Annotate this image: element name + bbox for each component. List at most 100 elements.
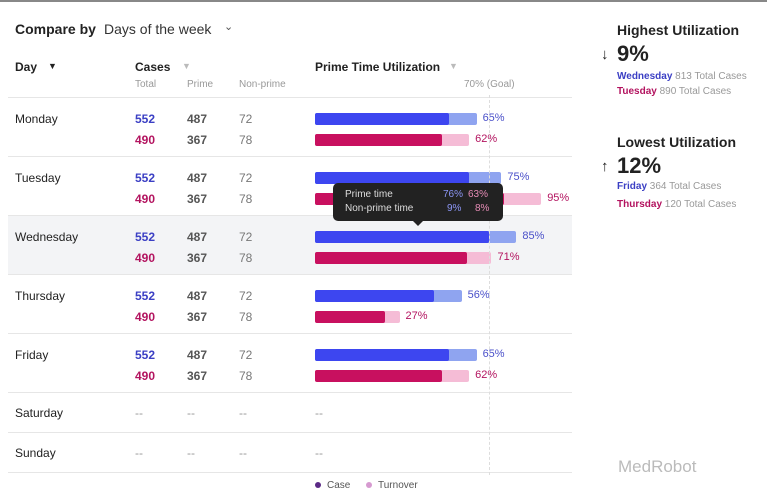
turn-prime-bar: [315, 311, 385, 323]
table-row[interactable]: Wednesday 552 487 72 85% 490 367 78 71%: [8, 215, 572, 274]
case-prime: 487: [187, 112, 208, 126]
sort-icon[interactable]: ▼: [182, 61, 191, 71]
legend-turnover: Turnover: [366, 480, 418, 491]
turn-nonprime: 78: [239, 192, 253, 206]
lowest-text2: 120 Total Cases: [664, 199, 737, 210]
nonprime-subheader: Non-prime: [239, 79, 286, 90]
day-label: Wednesday: [15, 230, 79, 244]
empty-value: --: [187, 406, 195, 420]
table-row[interactable]: Friday 552 487 72 65% 490 367 78 62%: [8, 333, 572, 392]
total-subheader: Total: [135, 79, 157, 90]
tooltip-prime-label: Prime time: [345, 189, 393, 200]
table-row[interactable]: Saturday -- -- -- --: [8, 392, 572, 432]
turn-prime: 367: [187, 251, 208, 265]
case-prime-bar: [315, 113, 450, 125]
highest-title: Highest Utilization: [617, 22, 740, 38]
table-bottom-border: [8, 472, 572, 473]
turn-nonprime: 78: [239, 310, 253, 324]
day-label: Friday: [15, 348, 49, 362]
turn-prime-bar: [315, 252, 467, 264]
turn-total: 490: [135, 133, 156, 147]
day-label: Tuesday: [15, 171, 61, 185]
sort-icon[interactable]: ▼: [449, 61, 458, 71]
case-prime: 487: [187, 289, 208, 303]
turn-nonprime: 78: [239, 133, 253, 147]
case-total: 552: [135, 289, 156, 303]
table-row[interactable]: Sunday -- -- -- --: [8, 432, 572, 472]
day-label: Thursday: [15, 289, 66, 303]
empty-value: --: [135, 446, 143, 460]
chevron-down-icon[interactable]: ⌄: [224, 21, 234, 33]
legend-case: Case: [315, 480, 350, 491]
case-total: 552: [135, 348, 156, 362]
tooltip-nonprime-turnover: 8%: [475, 203, 490, 214]
lowest-value: 12%: [617, 153, 662, 178]
tooltip-nonprime-label: Non-prime time: [345, 203, 414, 214]
top-border: [0, 0, 767, 2]
case-prime-bar: [315, 349, 450, 361]
case-prime-bar: [315, 290, 435, 302]
turn-total: 490: [135, 369, 156, 383]
case-pct-label: 65%: [482, 112, 505, 124]
case-pct-label: 56%: [467, 289, 490, 301]
turn-pct-label: 62%: [475, 369, 498, 381]
case-prime: 487: [187, 348, 208, 362]
turn-nonprime: 78: [239, 251, 253, 265]
turn-pct-label: 71%: [497, 251, 520, 263]
case-nonprime: 72: [239, 230, 253, 244]
case-prime-bar: [315, 172, 470, 184]
case-nonprime: 72: [239, 171, 253, 185]
turn-pct-label: 95%: [547, 192, 570, 204]
turn-nonprime: 78: [239, 369, 253, 383]
turn-prime: 367: [187, 192, 208, 206]
case-total: 552: [135, 230, 156, 244]
goal-label: 70% (Goal): [464, 79, 515, 90]
case-nonprime: 72: [239, 289, 253, 303]
turn-pct-label: 62%: [475, 133, 498, 145]
tooltip-prime-case: 76%: [443, 189, 464, 200]
empty-value: --: [315, 406, 323, 420]
highest-value: 9%: [617, 41, 649, 66]
turn-prime-bar: [315, 370, 442, 382]
arrow-up-icon: ↑: [601, 158, 609, 175]
empty-value: --: [315, 446, 323, 460]
case-nonprime: 72: [239, 112, 253, 126]
highest-day1: Wednesday: [617, 71, 673, 82]
turn-total: 490: [135, 251, 156, 265]
day-label: Sunday: [15, 446, 56, 460]
table-row[interactable]: Monday 552 487 72 65% 490 367 78 62%: [8, 97, 572, 156]
turn-prime: 367: [187, 133, 208, 147]
case-pct-label: 65%: [482, 348, 505, 360]
empty-value: --: [135, 406, 143, 420]
turn-prime: 367: [187, 369, 208, 383]
turn-total: 490: [135, 310, 156, 324]
turn-prime-bar: [315, 134, 442, 146]
sort-desc-icon[interactable]: ▼: [48, 61, 57, 71]
case-prime-bar: [315, 231, 489, 243]
utilization-header[interactable]: Prime Time Utilization: [315, 60, 441, 74]
watermark: MedRobot: [618, 457, 697, 476]
compare-by-select[interactable]: Days of the week: [104, 21, 212, 37]
tooltip-prime-turnover: 63%: [468, 189, 489, 200]
case-prime: 487: [187, 230, 208, 244]
day-header[interactable]: Day: [15, 60, 38, 74]
lowest-day1: Friday: [617, 181, 648, 192]
day-label: Saturday: [15, 406, 64, 420]
case-prime: 487: [187, 171, 208, 185]
empty-value: --: [239, 446, 247, 460]
case-total: 552: [135, 112, 156, 126]
arrow-down-icon: ↓: [601, 46, 609, 63]
highest-day2: Tuesday: [617, 86, 657, 97]
day-label: Monday: [15, 112, 58, 126]
highest-text1: 813 Total Cases: [675, 71, 747, 82]
table-row[interactable]: Thursday 552 487 72 56% 490 367 78 27%: [8, 274, 572, 333]
lowest-title: Lowest Utilization: [617, 134, 736, 150]
case-pct-label: 75%: [507, 171, 530, 183]
cases-header[interactable]: Cases: [135, 60, 171, 74]
case-pct-label: 85%: [522, 230, 545, 242]
tooltip-nonprime-case: 9%: [447, 203, 462, 214]
tooltip: Prime time 76% 63% Non-prime time 9% 8%: [333, 183, 503, 226]
case-total: 552: [135, 171, 156, 185]
lowest-text1: 364 Total Cases: [649, 181, 722, 192]
empty-value: --: [187, 446, 195, 460]
